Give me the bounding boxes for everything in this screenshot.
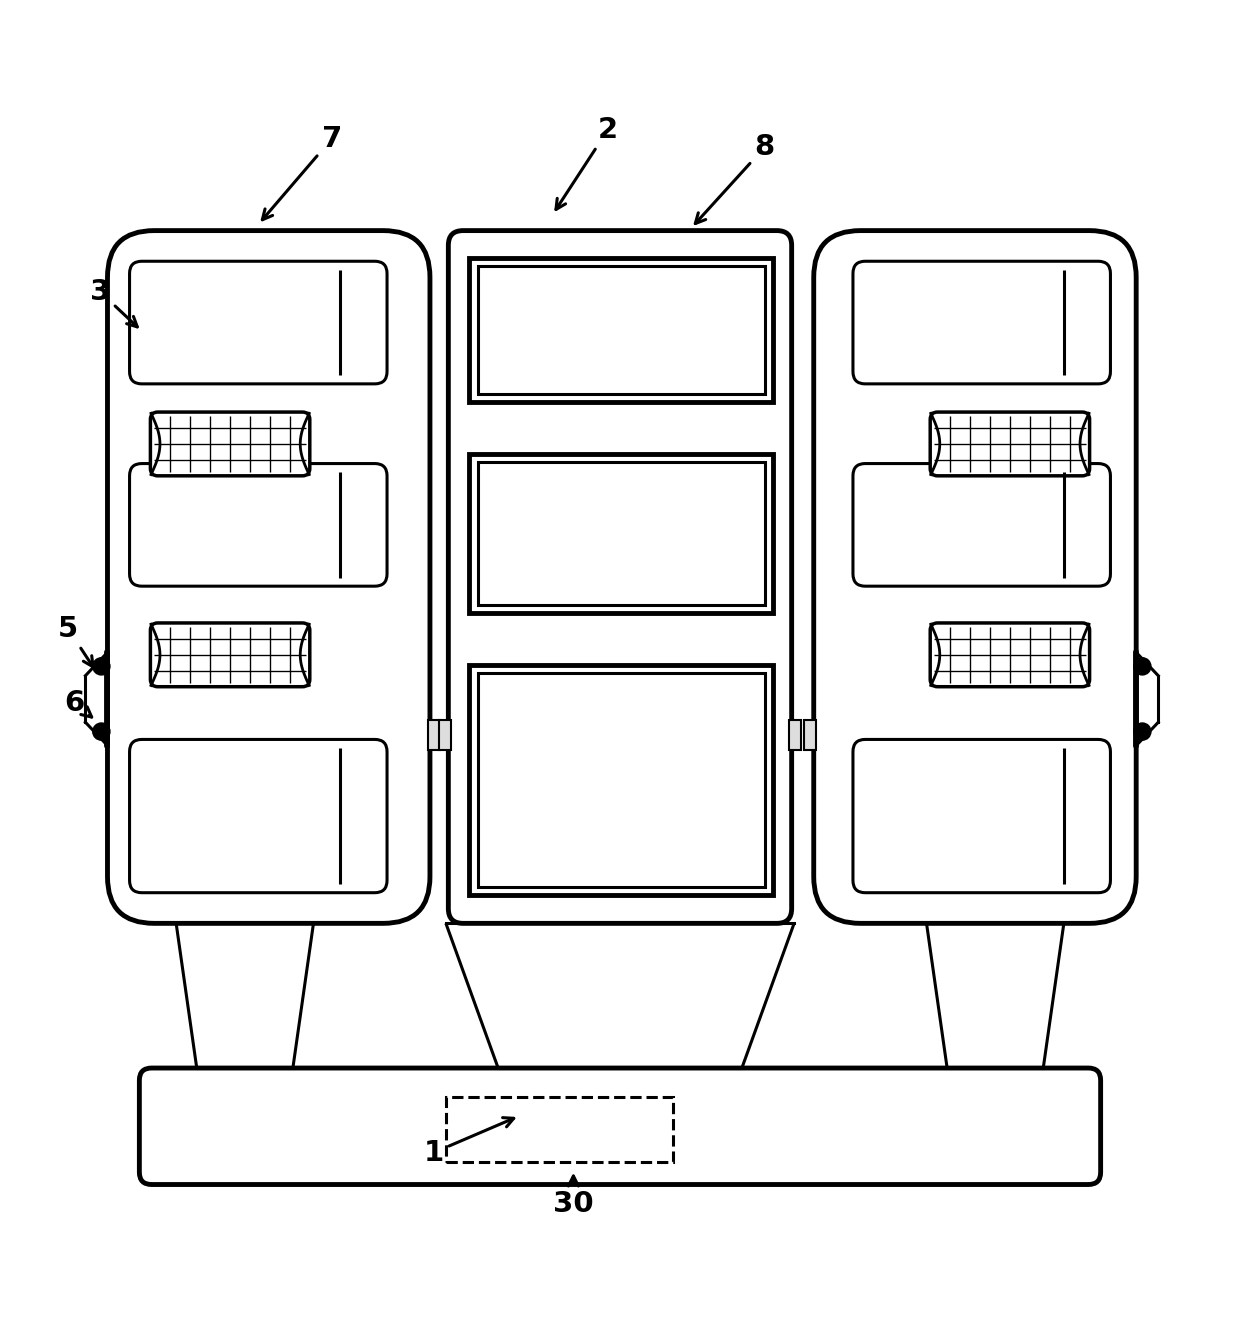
Text: 2: 2 [556,116,618,210]
Text: 3: 3 [91,278,138,327]
Bar [469,454,774,613]
Bar [469,665,774,895]
Text: 8: 8 [696,133,775,223]
Bar [469,258,774,402]
FancyBboxPatch shape [853,464,1111,586]
FancyBboxPatch shape [930,413,1090,476]
Text: 30: 30 [553,1176,594,1218]
FancyBboxPatch shape [129,464,387,586]
FancyBboxPatch shape [108,231,430,923]
Circle shape [1133,657,1151,675]
Bar [477,462,765,605]
FancyBboxPatch shape [813,231,1136,923]
FancyBboxPatch shape [853,261,1111,384]
FancyBboxPatch shape [150,624,310,687]
FancyBboxPatch shape [129,739,387,892]
Bar [446,1098,673,1163]
FancyBboxPatch shape [449,231,791,923]
Text: 5: 5 [58,616,93,667]
FancyBboxPatch shape [139,1068,1101,1184]
Text: 6: 6 [64,688,92,718]
Text: 1: 1 [424,1118,513,1167]
FancyBboxPatch shape [930,624,1090,687]
FancyBboxPatch shape [150,413,310,476]
Bar [477,673,765,887]
Circle shape [93,723,110,741]
Text: 7: 7 [263,125,342,220]
Bar [804,719,816,750]
Bar [477,266,765,394]
Bar [439,719,451,750]
Bar [428,719,440,750]
FancyBboxPatch shape [853,739,1111,892]
Circle shape [1133,723,1151,741]
FancyBboxPatch shape [129,261,387,384]
Bar [789,719,801,750]
Circle shape [93,657,110,675]
